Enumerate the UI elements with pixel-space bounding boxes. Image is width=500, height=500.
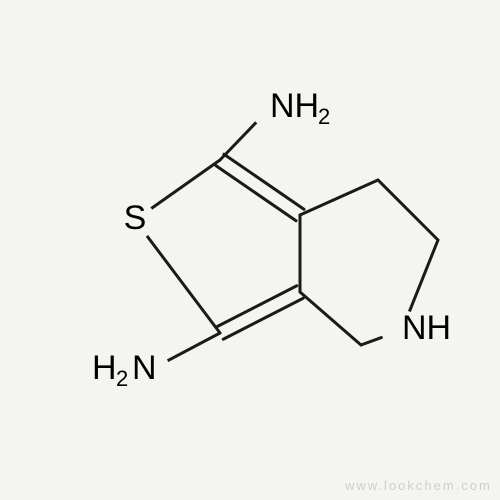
- svg-text:NH: NH: [402, 309, 451, 347]
- svg-text:N: N: [132, 349, 157, 387]
- molecule-figure: SNH2H2NNH www.lookchem.com: [0, 0, 500, 500]
- svg-text:H: H: [92, 349, 117, 387]
- svg-text:2: 2: [318, 104, 330, 129]
- molecule-svg: SNH2H2NNH: [0, 0, 500, 500]
- watermark-text: www.lookchem.com: [345, 478, 492, 493]
- svg-text:S: S: [124, 199, 147, 237]
- svg-text:2: 2: [116, 366, 128, 391]
- svg-text:NH: NH: [270, 87, 319, 125]
